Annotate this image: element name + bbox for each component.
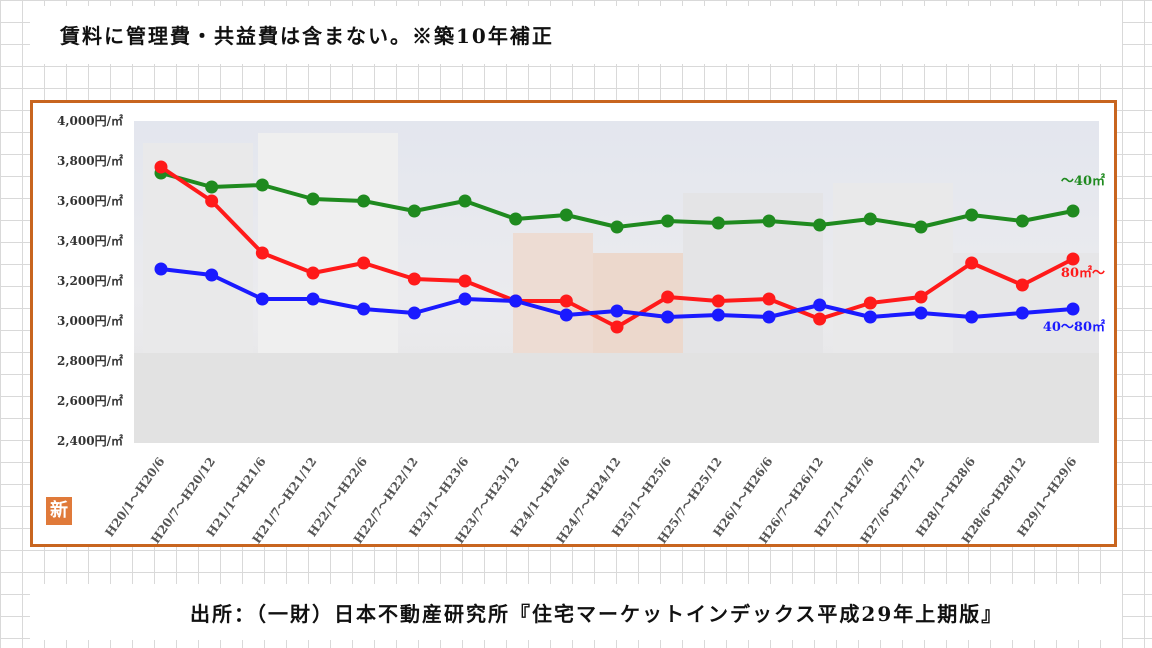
data-point <box>661 214 675 228</box>
data-point <box>863 296 877 310</box>
data-point <box>205 268 219 282</box>
data-point <box>458 194 472 208</box>
data-point <box>1015 306 1029 320</box>
data-point <box>306 292 320 306</box>
y-tick-label: 3,000円/㎡ <box>57 313 123 328</box>
data-point <box>205 180 219 194</box>
source-band <box>30 584 1122 640</box>
data-point <box>610 320 624 334</box>
chart-frame: 4,000円/㎡ 3,800円/㎡ 3,600円/㎡ 3,400円/㎡ 3,200円/㎡… <box>30 100 1117 547</box>
data-point <box>863 310 877 324</box>
data-point <box>306 266 320 280</box>
data-point <box>509 294 523 308</box>
data-point <box>1015 278 1029 292</box>
data-point <box>458 274 472 288</box>
data-point <box>205 194 219 208</box>
data-point <box>661 290 675 304</box>
y-tick-label: 4,000円/㎡ <box>57 113 123 128</box>
data-point <box>965 208 979 222</box>
caption-band <box>30 6 1122 64</box>
chart-note: 賃料に管理費・共益費は含まない。※築10年補正 <box>60 24 554 48</box>
y-tick-label: 2,800円/㎡ <box>57 353 123 368</box>
data-point <box>914 290 928 304</box>
data-point <box>509 212 523 226</box>
rent-trend-chart: 4,000円/㎡ 3,800円/㎡ 3,600円/㎡ 3,400円/㎡ 3,200円/㎡… <box>57 113 1105 544</box>
data-point <box>762 214 776 228</box>
background-photo <box>134 121 1099 443</box>
data-point <box>762 310 776 324</box>
data-point <box>711 216 725 230</box>
data-point <box>357 194 371 208</box>
data-point <box>863 212 877 226</box>
data-point <box>610 304 624 318</box>
y-tick-label: 3,400円/㎡ <box>57 233 123 248</box>
new-badge: 新 <box>46 497 72 525</box>
data-point <box>407 306 421 320</box>
data-point <box>458 292 472 306</box>
data-point <box>407 272 421 286</box>
series-label: 40～80㎡ <box>1043 319 1105 335</box>
series-label: ～40㎡ <box>1061 173 1105 189</box>
data-point <box>559 294 573 308</box>
data-point <box>255 246 269 260</box>
data-point <box>813 312 827 326</box>
source-citation: 出所：（一財）日本不動産研究所『住宅マーケットインデックス平成29年上期版』 <box>190 602 1004 626</box>
data-point <box>154 160 168 174</box>
y-tick-label: 3,200円/㎡ <box>57 273 123 288</box>
data-point <box>813 298 827 312</box>
data-point <box>357 256 371 270</box>
y-tick-label: 3,600円/㎡ <box>57 193 123 208</box>
data-point <box>306 192 320 206</box>
data-point <box>711 308 725 322</box>
y-tick-label: 2,400円/㎡ <box>57 433 123 448</box>
data-point <box>255 178 269 192</box>
series-label: 80㎡～ <box>1061 265 1105 281</box>
data-point <box>559 308 573 322</box>
data-point <box>661 310 675 324</box>
data-point <box>559 208 573 222</box>
y-tick-label: 2,600円/㎡ <box>57 393 123 408</box>
data-point <box>1066 204 1080 218</box>
data-point <box>965 310 979 324</box>
data-point <box>762 292 776 306</box>
data-point <box>1066 252 1080 266</box>
data-point <box>813 218 827 232</box>
data-point <box>914 220 928 234</box>
data-point <box>711 294 725 308</box>
y-tick-label: 3,800円/㎡ <box>57 153 123 168</box>
data-point <box>914 306 928 320</box>
data-point <box>154 262 168 276</box>
data-point <box>357 302 371 316</box>
data-point <box>610 220 624 234</box>
data-point <box>965 256 979 270</box>
data-point <box>407 204 421 218</box>
data-point <box>255 292 269 306</box>
data-point <box>1066 302 1080 316</box>
data-point <box>1015 214 1029 228</box>
